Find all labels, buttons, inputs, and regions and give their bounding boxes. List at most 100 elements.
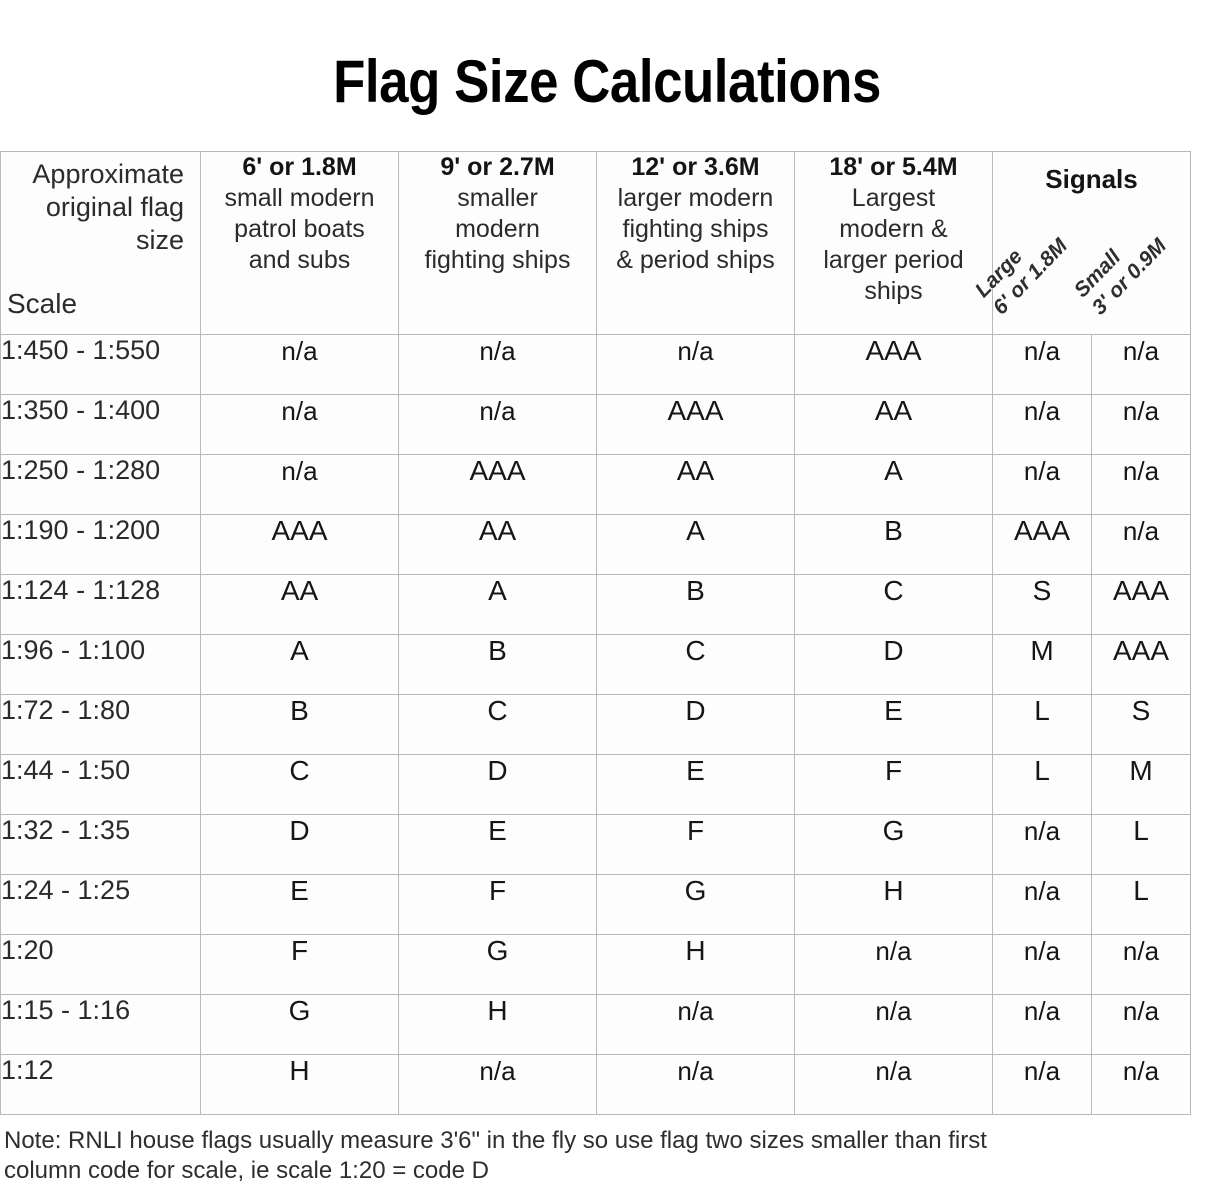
table-header: Approximate original flag size Scale 6' … — [0, 151, 1191, 335]
flag-code-cell: E — [596, 754, 795, 815]
flag-code-cell: B — [794, 514, 993, 575]
signal-code-cell: n/a — [1091, 514, 1191, 575]
column-header-6ft-sub-1: small modern — [224, 184, 375, 212]
flag-code-cell: AAA — [794, 334, 993, 395]
flag-code-cell: AAA — [596, 394, 795, 455]
flag-code-cell: G — [596, 874, 795, 935]
flag-code-cell: n/a — [200, 394, 399, 455]
table-row: 1:350 - 1:400 n/a n/a AAA AA n/a n/a — [0, 394, 1191, 455]
flag-code-cell: n/a — [200, 454, 399, 515]
flag-code-cell: AA — [398, 514, 597, 575]
table-row: 1:450 - 1:550 n/a n/a n/a AAA n/a n/a — [0, 334, 1191, 395]
signal-code-cell: M — [992, 634, 1092, 695]
flag-code-cell: F — [794, 754, 993, 815]
column-header-6ft-sub-3: and subs — [248, 246, 351, 274]
table-row: 1:190 - 1:200 AAA AA A B AAA n/a — [0, 514, 1191, 575]
table-body: 1:450 - 1:550 n/a n/a n/a AAA n/a n/a 1:350 - 1… — [0, 334, 1191, 1115]
flag-code-cell: F — [200, 934, 399, 995]
page-title: Flag Size Calculations — [333, 48, 881, 115]
flag-size-table-wrapper: Approximate original flag size Scale 6' … — [0, 151, 1214, 1115]
column-header-18ft-sub-1: Largest — [851, 184, 936, 212]
column-header-6ft-main: 6' or 1.8M — [242, 153, 357, 181]
table-row: 1:72 - 1:80 B C D E L S — [0, 694, 1191, 755]
flag-code-cell: AA — [794, 394, 993, 455]
column-header-9ft-main: 9' or 2.7M — [440, 153, 555, 181]
signal-code-cell: n/a — [1091, 994, 1191, 1055]
scale-cell: 1:96 - 1:100 — [0, 634, 201, 695]
flag-code-cell: H — [200, 1054, 399, 1115]
corner-header-cell: Approximate original flag size Scale — [0, 151, 201, 335]
signal-code-cell: n/a — [992, 934, 1092, 995]
flag-code-cell: AA — [200, 574, 399, 635]
flag-size-table: Approximate original flag size Scale 6' … — [0, 151, 1191, 1115]
flag-code-cell: E — [200, 874, 399, 935]
scale-cell: 1:72 - 1:80 — [0, 694, 201, 755]
flag-code-cell: D — [398, 754, 597, 815]
flag-code-cell: E — [398, 814, 597, 875]
signal-code-cell: S — [992, 574, 1092, 635]
scale-cell: 1:32 - 1:35 — [0, 814, 201, 875]
flag-code-cell: H — [596, 934, 795, 995]
table-row: 1:124 - 1:128 AA A B C S AAA — [0, 574, 1191, 635]
signal-code-cell: M — [1091, 754, 1191, 815]
flag-code-cell: D — [200, 814, 399, 875]
flag-code-cell: B — [398, 634, 597, 695]
column-header-12ft-sub-1: larger modern — [617, 184, 774, 212]
column-header-9ft-sub-2: modern — [455, 215, 540, 243]
scale-cell: 1:250 - 1:280 — [0, 454, 201, 515]
column-header-12ft-main: 12' or 3.6M — [631, 153, 760, 181]
flag-code-cell: n/a — [398, 334, 597, 395]
flag-code-cell: D — [794, 634, 993, 695]
column-header-9ft-sub-1: smaller — [457, 184, 538, 212]
signal-code-cell: n/a — [992, 334, 1092, 395]
scale-axis-label: Scale — [7, 288, 78, 319]
flag-code-cell: E — [794, 694, 993, 755]
flag-code-cell: C — [398, 694, 597, 755]
flag-code-cell: H — [794, 874, 993, 935]
signal-code-cell: n/a — [992, 1054, 1092, 1115]
column-header-6ft-sub-2: patrol boats — [234, 215, 365, 243]
flag-code-cell: F — [596, 814, 795, 875]
flag-code-cell: A — [200, 634, 399, 695]
column-header-18ft-main: 18' or 5.4M — [829, 153, 958, 181]
scale-cell: 1:124 - 1:128 — [0, 574, 201, 635]
flag-code-cell: C — [596, 634, 795, 695]
table-row: 1:96 - 1:100 A B C D M AAA — [0, 634, 1191, 695]
signal-code-cell: AAA — [992, 514, 1092, 575]
scale-cell: 1:20 — [0, 934, 201, 995]
flag-code-cell: n/a — [794, 994, 993, 1055]
flag-code-cell: A — [398, 574, 597, 635]
flag-code-cell: n/a — [794, 934, 993, 995]
table-row: 1:44 - 1:50 C D E F L M — [0, 754, 1191, 815]
flag-code-cell: n/a — [398, 1054, 597, 1115]
signals-group-label: Signals — [1045, 164, 1138, 194]
flag-code-cell: C — [200, 754, 399, 815]
approximate-original-flag-size-label: Approximate original flag size — [9, 158, 184, 257]
column-header-18ft-sub-4: ships — [864, 277, 923, 305]
flag-code-cell: B — [200, 694, 399, 755]
flag-code-cell: C — [794, 574, 993, 635]
signal-code-cell: n/a — [992, 394, 1092, 455]
signal-code-cell: n/a — [1091, 454, 1191, 515]
column-header-12ft: 12' or 3.6M larger modern fighting ships… — [596, 151, 795, 335]
header-row: Approximate original flag size Scale 6' … — [0, 151, 1191, 335]
flag-code-cell: D — [596, 694, 795, 755]
flag-code-cell: G — [794, 814, 993, 875]
signal-code-cell: n/a — [992, 454, 1092, 515]
signal-code-cell: L — [992, 754, 1092, 815]
signal-code-cell: n/a — [992, 874, 1092, 935]
column-header-18ft: 18' or 5.4M Largest modern & larger peri… — [794, 151, 993, 335]
flag-code-cell: F — [398, 874, 597, 935]
column-header-18ft-sub-2: modern & — [839, 215, 948, 243]
approx-line-2: original flag — [45, 192, 184, 222]
signal-code-cell: n/a — [1091, 394, 1191, 455]
flag-code-cell: AAA — [200, 514, 399, 575]
signal-code-cell: L — [992, 694, 1092, 755]
scale-cell: 1:15 - 1:16 — [0, 994, 201, 1055]
signal-code-cell: S — [1091, 694, 1191, 755]
scale-cell: 1:12 — [0, 1054, 201, 1115]
signal-code-cell: L — [1091, 814, 1191, 875]
scale-cell: 1:24 - 1:25 — [0, 874, 201, 935]
